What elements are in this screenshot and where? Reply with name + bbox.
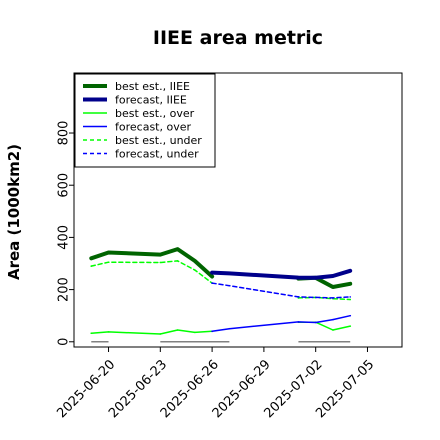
data-point [228,284,231,287]
data-point [194,269,196,271]
data-point [331,285,335,289]
data-point [332,297,334,299]
series-line [89,247,215,279]
data-point [297,296,300,298]
legend-label: forecast, over [115,121,191,134]
data-point [175,247,180,251]
data-point [211,330,213,333]
y-tick-label: 0 [57,338,72,346]
series-line [90,329,213,335]
data-point [314,296,317,299]
data-point [349,325,352,327]
data-point [210,271,214,275]
series-line [297,296,351,301]
data-point [159,261,162,264]
data-point [349,296,352,298]
plot-frame [73,72,403,348]
data-point [332,318,334,321]
data-point [193,259,197,263]
data-point [89,256,93,260]
data-point [227,271,231,276]
data-point [314,276,318,280]
series-line [211,282,351,299]
series-line [90,260,213,284]
data-point [296,275,301,280]
data-point [349,298,352,301]
series-line [210,268,353,280]
chart-title: IIEE area metric [153,27,323,49]
data-point [349,314,352,317]
data-point [106,250,111,255]
data-point [90,332,93,334]
data-point [107,331,110,333]
y-axis-label: Area (1000km2) [5,144,23,280]
data-point [107,261,110,263]
legend-box [74,73,216,168]
y-tick-label: 400 [57,225,72,250]
data-point [194,331,196,334]
data-point [176,260,179,262]
legend-label: forecast, under [115,148,199,161]
y-tick-label: 800 [57,121,72,146]
data-point [176,329,179,331]
series-line [297,321,351,331]
data-point [348,282,352,286]
legend-label: forecast, IIEE [115,94,187,107]
data-point [314,321,317,324]
y-tick-label: 600 [57,173,72,198]
data-point [348,269,352,273]
y-tick-label: 200 [57,277,72,302]
data-point [228,327,231,330]
data-point [211,282,213,284]
data-point [158,253,162,257]
legend-label: best est., over [115,107,195,120]
data-point [297,321,300,323]
data-point [331,274,335,278]
data-point [159,333,162,335]
series-line [211,314,351,333]
data-point [332,329,334,331]
data-point [210,274,214,279]
data-point [90,265,93,267]
legend-label: best est., under [115,134,202,147]
legend-label: best est., IIEE [115,80,190,93]
